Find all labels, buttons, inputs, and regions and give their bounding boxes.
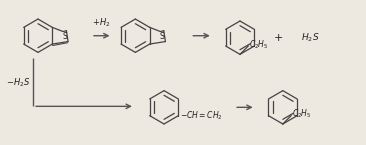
Text: $-CH{=}CH_2$: $-CH{=}CH_2$: [180, 109, 223, 122]
Text: $-H_2S$: $-H_2S$: [6, 76, 30, 89]
Text: $H_2S$: $H_2S$: [301, 31, 319, 44]
Text: S: S: [62, 32, 67, 41]
Text: $C_2H_5$: $C_2H_5$: [292, 108, 311, 120]
Text: $+H_2$: $+H_2$: [93, 16, 111, 29]
Text: $C_2H_5$: $C_2H_5$: [249, 38, 269, 51]
Text: S: S: [160, 32, 164, 41]
Text: +: +: [274, 33, 284, 43]
